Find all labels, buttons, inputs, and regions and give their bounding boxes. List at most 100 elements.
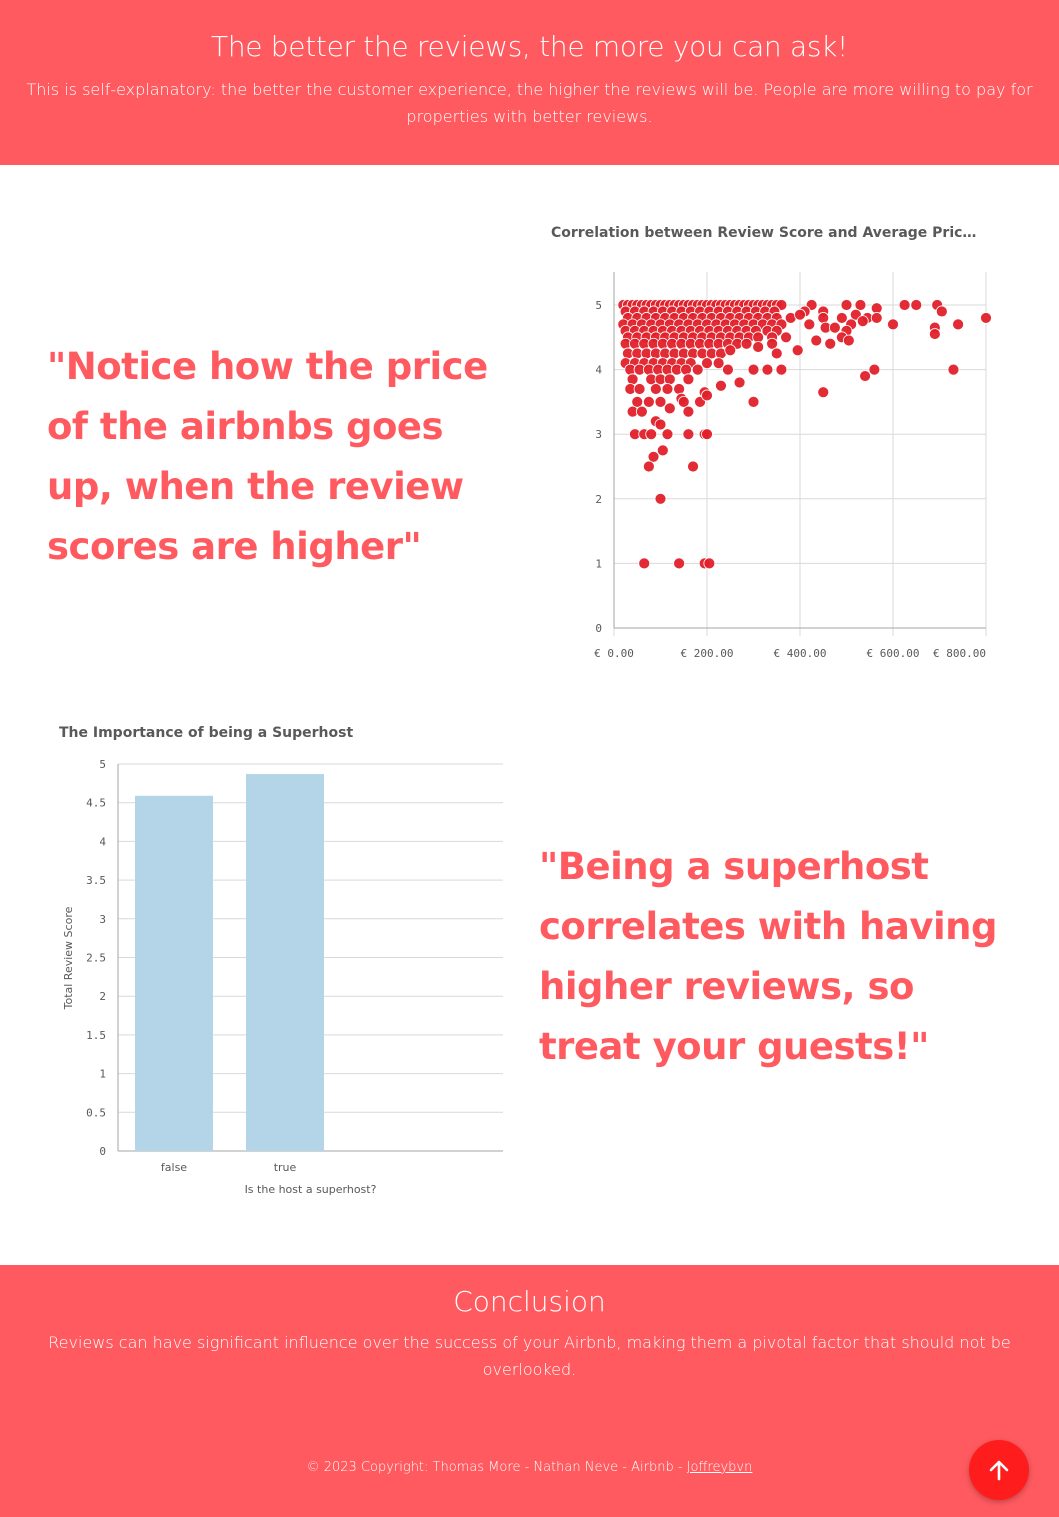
scatter-point — [770, 347, 783, 360]
bar-y-tick: 1 — [99, 1068, 106, 1081]
scatter-y-tick: 2 — [595, 493, 602, 506]
bar-y-tick: 4.5 — [86, 797, 106, 810]
scatter-point — [701, 428, 713, 441]
scatter-point — [780, 331, 792, 344]
bar-y-tick: 4 — [99, 835, 106, 848]
scatter-point — [791, 344, 804, 357]
scatter-point — [747, 363, 760, 376]
scatter-point — [701, 357, 713, 370]
scatter-point — [842, 334, 855, 347]
scatter-point — [701, 389, 713, 402]
scatter-point — [633, 383, 646, 395]
superhost-quote: "Being a superhost correlates with havin… — [539, 845, 998, 1068]
scatter-point — [636, 405, 648, 418]
bar-y-tick: 0.5 — [86, 1106, 106, 1119]
scatter-point — [752, 341, 765, 353]
scatter-point — [642, 395, 655, 408]
scatter-point — [654, 492, 667, 505]
conclusion-body: Reviews can have significant influence o… — [48, 1333, 1011, 1379]
scatter-point — [980, 312, 992, 324]
scatter-point — [794, 308, 806, 321]
scatter-point — [663, 402, 676, 415]
scatter-point — [691, 363, 704, 376]
bar-y-tick: 0 — [99, 1145, 106, 1158]
scatter-point — [870, 312, 883, 324]
bar-false — [135, 795, 213, 1151]
scatter-point — [682, 405, 695, 418]
conclusion-title: Conclusion — [453, 1285, 606, 1318]
scatter-point — [859, 370, 871, 382]
scatter-point — [898, 299, 911, 311]
scatter-chart[interactable]: 0 1 2 3 4 5 € 0.00 € 200.00 € 400.00 € 600.00 € 80… — [0, 0, 1059, 700]
scatter-point — [654, 395, 667, 408]
scatter-point — [638, 557, 651, 570]
page-subtitle: This is self-explanatory: the better the… — [26, 80, 1033, 126]
scatter-y-tick: 1 — [595, 557, 602, 570]
scatter-point — [687, 460, 699, 473]
scatter-point — [724, 344, 737, 357]
scatter-point — [740, 337, 753, 350]
scatter-point — [747, 395, 760, 408]
bar-chart[interactable]: 0 0.5 1 1.5 2 2.5 3 3.5 4 4.5 5 false true Is the hos… — [0, 0, 1059, 1230]
scatter-point — [712, 357, 725, 370]
scatter-point — [947, 363, 960, 376]
scatter-x-tick: € 600.00 — [867, 647, 920, 660]
scatter-point — [928, 328, 941, 340]
scatter-point — [682, 428, 695, 441]
scatter-point — [703, 557, 716, 570]
bar-y-tick: 2.5 — [86, 952, 106, 965]
scatter-y-tick: 3 — [595, 428, 602, 441]
price-quote: "Notice how the price of the airbnbs goe… — [47, 345, 488, 568]
scatter-point — [952, 318, 964, 331]
bar-x-tick: false — [161, 1161, 187, 1174]
scatter-point — [647, 450, 660, 463]
scatter-point — [661, 383, 674, 395]
scatter-point — [656, 444, 669, 457]
scatter-point — [642, 460, 655, 473]
copyright-text: © 2023 Copyright: Thomas More - Nathan N… — [306, 1460, 687, 1475]
scatter-point — [828, 321, 841, 334]
scatter-y-tick: 4 — [595, 364, 602, 377]
scatter-point — [649, 383, 662, 395]
scatter-x-tick: € 200.00 — [681, 647, 734, 660]
scatter-point — [761, 363, 774, 376]
scatter-point — [854, 299, 867, 311]
scatter-point — [766, 337, 778, 350]
scatter-point — [645, 428, 658, 441]
scatter-y-tick: 0 — [595, 622, 602, 635]
intro-banner: The better the reviews, the more you can… — [0, 0, 1059, 165]
scatter-point — [775, 363, 788, 376]
scatter-point — [868, 363, 881, 376]
scatter-point — [835, 312, 848, 324]
scatter-point — [803, 318, 816, 331]
scatter-point — [682, 373, 695, 386]
author-link[interactable]: Joffreybvn — [686, 1460, 753, 1475]
bar-y-tick: 2 — [99, 990, 106, 1003]
scatter-x-tick: € 0.00 — [594, 647, 634, 660]
bar-y-tick: 3.5 — [86, 874, 106, 887]
scatter-point — [887, 318, 899, 331]
bar-y-tick: 5 — [99, 758, 106, 771]
scatter-point — [824, 337, 837, 350]
arrow-up-icon — [989, 1460, 1009, 1481]
bar-x-axis-label: Is the host a superhost? — [245, 1183, 377, 1196]
footer: © 2023 Copyright: Thomas More - Nathan N… — [0, 1460, 1059, 1475]
scatter-point — [677, 395, 690, 408]
scatter-x-tick: € 800.00 — [933, 647, 986, 660]
scatter-point — [733, 376, 746, 389]
bar-y-tick: 3 — [99, 913, 106, 926]
bar-true — [246, 774, 324, 1151]
conclusion-banner: Conclusion Reviews can have significant … — [0, 1265, 1059, 1517]
scroll-to-top-button[interactable] — [969, 1440, 1029, 1500]
bar-y-tick: 1.5 — [86, 1029, 106, 1042]
bar-x-tick: true — [274, 1161, 297, 1174]
scatter-point — [810, 334, 823, 347]
scatter-point — [654, 418, 667, 431]
scatter-point — [722, 363, 734, 376]
bar-y-axis-label: Total Review Score — [62, 906, 75, 1010]
scatter-point — [661, 428, 674, 441]
scatter-point — [817, 386, 830, 399]
page-title: The better the reviews, the more you can… — [211, 30, 848, 63]
scatter-point — [856, 315, 869, 328]
scatter-y-tick: 5 — [595, 299, 602, 312]
